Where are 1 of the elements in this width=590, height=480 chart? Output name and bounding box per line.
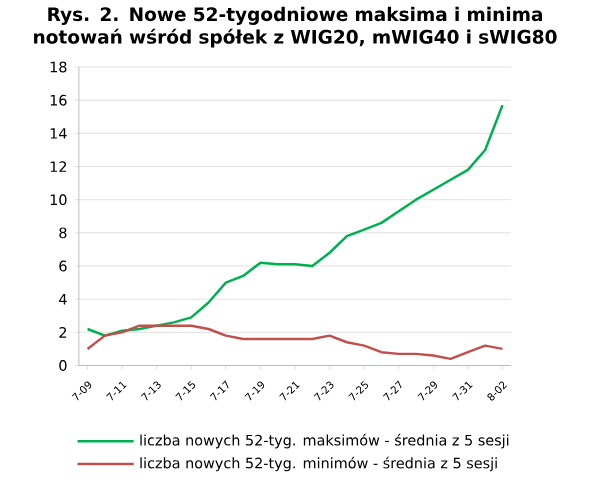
chart-title: Rys. 2. Nowe 52-tygodniowe maksima i minima notowań wśród spółek z WIG20, mWIG40 i sWIG80 (34, 7, 557, 48)
